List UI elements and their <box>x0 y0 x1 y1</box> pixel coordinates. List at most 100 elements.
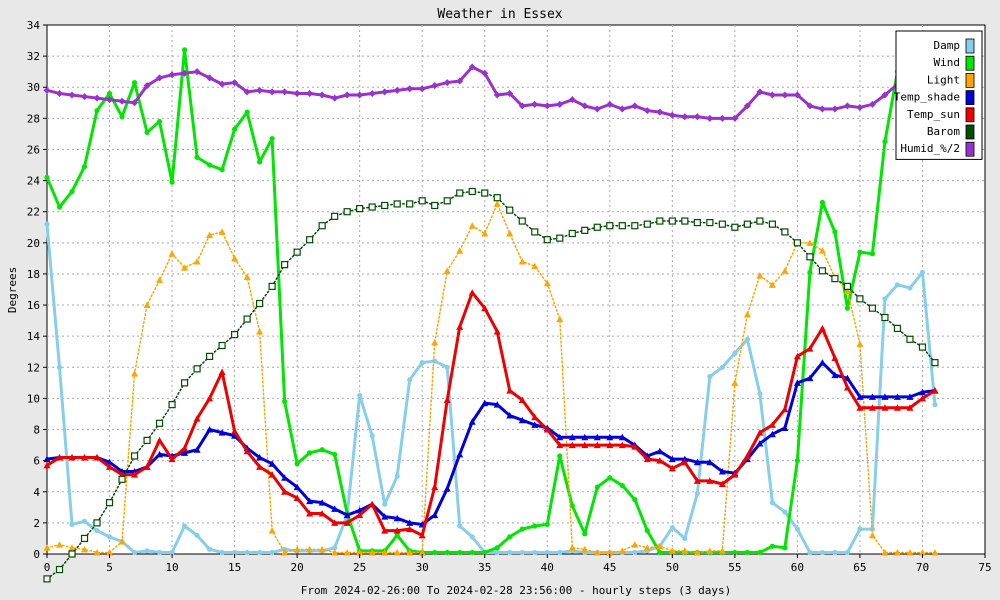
x-tick-label: 40 <box>541 561 554 574</box>
damp-point <box>794 526 801 532</box>
light-point <box>81 545 89 553</box>
light-point <box>43 544 51 551</box>
wind-point <box>432 549 438 556</box>
temp-sun-point <box>768 421 776 428</box>
light-point <box>343 548 351 556</box>
x-tick-label: 15 <box>228 561 241 574</box>
temp-shade-point <box>606 433 614 441</box>
light-point <box>406 548 414 556</box>
temp-sun-point <box>468 289 476 296</box>
humid-2-point <box>481 69 489 77</box>
light-point <box>706 547 714 554</box>
temp-sun-point <box>318 510 326 517</box>
light-point <box>418 548 426 556</box>
light-point <box>643 544 651 551</box>
barom-point <box>618 222 626 230</box>
wind-point <box>169 179 175 185</box>
damp-point <box>819 549 826 556</box>
damp-point <box>469 534 475 540</box>
damp-point <box>507 549 513 556</box>
plot-area <box>46 24 986 555</box>
temp-shade-point <box>781 424 789 431</box>
wind-point <box>507 534 513 540</box>
light-point <box>206 231 214 239</box>
humid-2-point <box>93 94 101 102</box>
light-point <box>593 548 601 556</box>
y-tick-label: 2 <box>33 517 40 530</box>
damp-point <box>382 501 388 507</box>
y-tick-label: 20 <box>27 237 40 250</box>
damp-point <box>907 285 913 291</box>
temp-shade-point <box>818 359 826 366</box>
light-point <box>231 254 239 262</box>
damp-point <box>444 364 450 370</box>
y-tick-label: 14 <box>27 330 41 343</box>
wind-point <box>94 107 100 114</box>
x-tick-label: 60 <box>791 561 804 574</box>
light-point <box>556 315 564 323</box>
y-tick-label: 4 <box>33 486 40 499</box>
temp-shade-point <box>468 418 476 425</box>
damp-point <box>156 549 163 556</box>
humid-2-point <box>568 96 576 104</box>
light-point <box>56 541 64 548</box>
temp-sun-point <box>781 405 789 413</box>
temp-shade-point <box>918 388 926 396</box>
legend: Damp Wind Light Temp_shade Temp_sun Barom Humi… <box>894 30 983 160</box>
humid-2-point <box>593 105 601 113</box>
temp-shade-point <box>856 393 864 400</box>
damp-point <box>94 528 100 534</box>
wind-point <box>232 126 238 132</box>
temp-sun-point <box>368 500 376 508</box>
series-damp-line <box>45 222 937 554</box>
damp-point <box>544 549 550 556</box>
temp-shade-point <box>806 374 814 382</box>
damp-point <box>682 535 688 542</box>
light-point <box>806 239 814 246</box>
temp-sun-point <box>68 454 76 461</box>
legend-swatch <box>965 73 975 88</box>
barom-point <box>881 313 889 322</box>
x-tick-label: 50 <box>666 561 679 574</box>
barom-point <box>693 218 701 227</box>
humid-2-point <box>431 82 439 90</box>
humid-2-point <box>818 105 826 113</box>
wind-point <box>482 549 488 556</box>
temp-sun-point <box>718 480 726 487</box>
damp-point <box>131 549 138 556</box>
damp-point <box>169 549 175 556</box>
light-point <box>868 531 876 539</box>
temp-sun-point <box>143 463 151 470</box>
light-point <box>718 547 726 554</box>
wind-point <box>607 475 613 481</box>
humid-2-point <box>793 91 801 99</box>
humid-2-point <box>268 88 276 96</box>
barom-point <box>718 220 726 228</box>
temp-sun-point <box>793 352 801 360</box>
temp-sun-point <box>443 396 451 403</box>
x-tick-label: 0 <box>44 561 51 574</box>
humid-2-point <box>343 91 351 99</box>
wind-point <box>557 453 563 459</box>
temp-shade-point <box>331 505 339 512</box>
wind-point <box>494 545 500 551</box>
humid-2-point <box>368 89 376 97</box>
temp-shade-point <box>906 393 914 400</box>
barom-point <box>656 217 664 225</box>
wind-point <box>219 167 225 173</box>
light-point <box>193 257 201 265</box>
light-point <box>356 548 364 556</box>
light-point <box>631 541 639 548</box>
temp-sun-point <box>293 494 301 501</box>
barom-point <box>231 331 239 339</box>
barom-point <box>893 324 902 332</box>
y-tick-label: 34 <box>27 19 41 32</box>
temp-sun-point <box>393 527 401 534</box>
damp-point <box>832 549 838 556</box>
damp-point <box>769 500 775 506</box>
damp-point <box>632 549 638 556</box>
light-point <box>506 229 514 237</box>
series-humid-2 <box>43 63 901 122</box>
damp-point <box>882 296 888 302</box>
damp-point <box>844 549 851 556</box>
